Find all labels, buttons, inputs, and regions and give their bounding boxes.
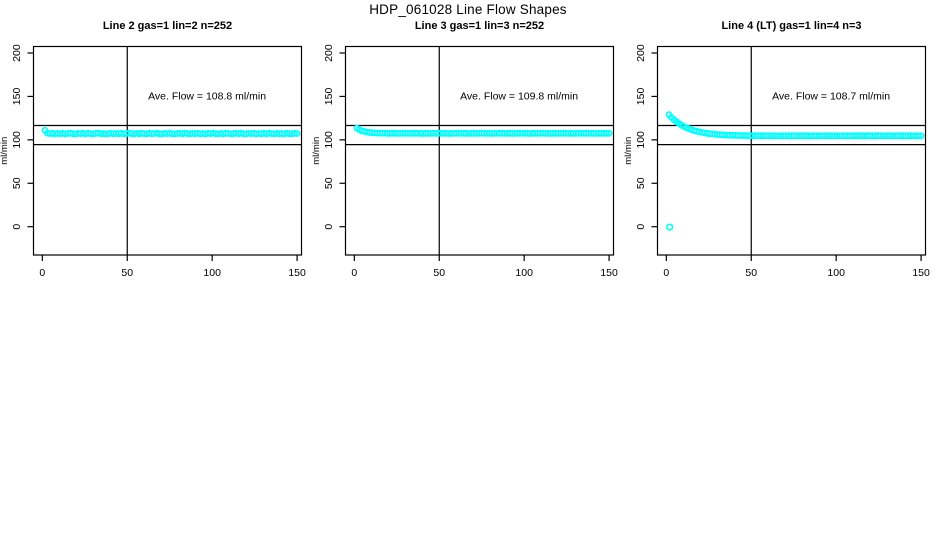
data-point [915,132,922,140]
subplot-2: Line 3 gas=1 lin=3 n=252 0 50 100 150 0 50 100 1… [311,0,624,290]
y-tick-label: 200 [635,44,647,62]
y-tick-label: 50 [11,177,23,189]
subplot-3-svg: Line 4 (LT) gas=1 lin=4 n=3 0 50 100 150 0 50 1… [623,20,930,279]
outlier-point [666,223,674,231]
subplot-1: Line 2 gas=1 lin=2 n=252 0 50 100 150 0 50 100 1… [0,0,312,290]
y-tick-label: 200 [11,44,23,62]
x-tick-label: 100 [515,267,533,279]
plot-box [32,45,303,256]
y-tick-label: 150 [11,88,23,106]
x-tick-label: 100 [827,267,845,279]
x-tick-label: 150 [600,267,618,279]
subplot-title: Line 2 gas=1 lin=2 n=252 [103,20,232,32]
data-series [353,124,613,137]
subplot-title: Line 4 (LT) gas=1 lin=4 n=3 [721,20,861,32]
x-tick-label: 0 [351,267,357,279]
subplot-3: Line 4 (LT) gas=1 lin=4 n=3 0 50 100 150 0 50 1… [623,0,936,290]
x-tick-label: 100 [203,267,221,279]
y-tick-label: 50 [635,177,647,189]
ave-flow-annotation: Ave. Flow = 109.8 ml/min [460,90,578,102]
y-axis-label: ml/min [624,137,634,165]
x-tick-label: 150 [288,267,306,279]
x-tick-label: 50 [745,267,757,279]
data-point [291,129,298,137]
data-series [41,126,301,138]
x-tick-label: 50 [433,267,445,279]
figure-title: HDP_061028 Line Flow Shapes [369,2,567,17]
y-tick-label: 100 [11,131,23,149]
data-point [603,129,610,137]
y-tick-label: 150 [323,88,335,106]
x-tick-label: 150 [912,267,930,279]
y-tick-label: 150 [635,88,647,106]
data-point [917,132,925,140]
y-axis-label: ml/min [312,137,322,165]
x-tick-label: 0 [663,267,669,279]
y-axis-label: ml/min [0,137,10,165]
charts-row: Line 2 gas=1 lin=2 n=252 0 50 100 150 0 50 100 1… [0,0,936,290]
y-tick-label: 0 [11,224,23,230]
subplot-1-svg: Line 2 gas=1 lin=2 n=252 0 50 100 150 0 50 100 1… [0,20,306,279]
y-tick-label: 100 [323,131,335,149]
ave-flow-annotation: Ave. Flow = 108.7 ml/min [772,90,890,102]
subplot-title: Line 3 gas=1 lin=3 n=252 [415,20,544,32]
x-tick-label: 0 [39,267,45,279]
plot-box [344,45,615,256]
y-tick-label: 50 [323,177,335,189]
data-point [605,129,613,137]
y-tick-label: 200 [323,44,335,62]
y-tick-label: 0 [635,224,647,230]
y-tick-label: 0 [323,224,335,230]
x-tick-label: 50 [121,267,133,279]
ave-flow-annotation: Ave. Flow = 108.8 ml/min [148,90,266,102]
subplot-2-svg: Line 3 gas=1 lin=3 n=252 0 50 100 150 0 50 100 1… [311,20,618,279]
data-point [293,130,301,137]
y-tick-label: 100 [635,131,647,149]
data-series [665,111,925,231]
plot-box [656,45,927,256]
